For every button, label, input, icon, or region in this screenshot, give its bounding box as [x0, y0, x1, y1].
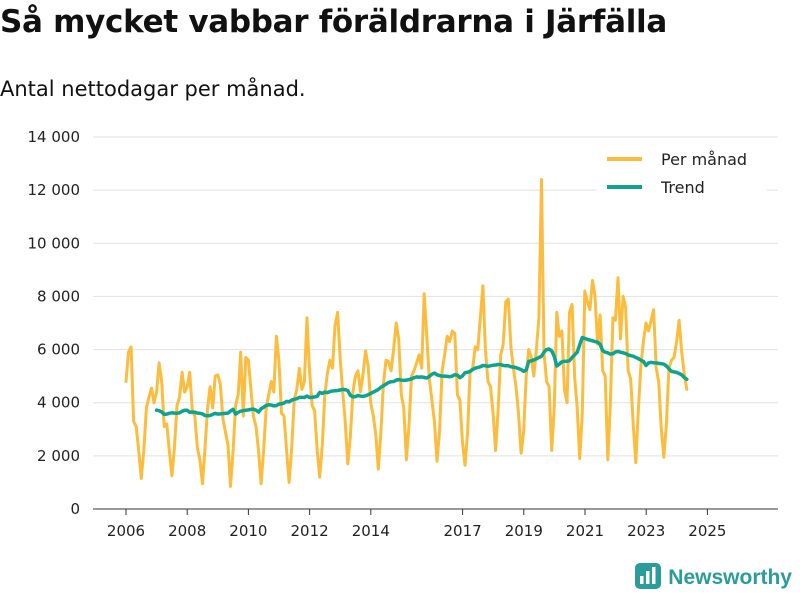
y-tick-label: 0 [70, 500, 80, 518]
legend-label-per-manad: Per månad [661, 150, 747, 169]
y-tick-label: 14 000 [28, 128, 81, 146]
x-tick-label: 2006 [107, 522, 145, 540]
y-tick-label: 12 000 [28, 181, 81, 199]
y-tick-label: 10 000 [28, 234, 81, 252]
x-tick-label: 2010 [229, 522, 267, 540]
newsworthy-logo-icon [634, 562, 662, 594]
x-tick-label: 2012 [291, 522, 329, 540]
x-tick-label: 2021 [566, 522, 604, 540]
x-tick-label: 2019 [505, 522, 543, 540]
legend: Per månad Trend [597, 145, 767, 201]
x-tick-label: 2023 [627, 522, 665, 540]
y-tick-label: 6 000 [37, 341, 80, 359]
chart-title: Så mycket vabbar föräldrarna i Järfälla [0, 4, 667, 40]
series-lines [124, 178, 689, 488]
y-tick-label: 2 000 [37, 447, 80, 465]
legend-label-trend: Trend [660, 178, 705, 197]
series-line-per-manad [124, 178, 689, 488]
x-tick-label: 2017 [444, 522, 482, 540]
x-tick-label: 2008 [168, 522, 206, 540]
legend-background [597, 145, 767, 201]
chart-subtitle: Antal nettodagar per månad. [0, 77, 306, 101]
x-tick-label: 2014 [352, 522, 390, 540]
y-tick-label: 4 000 [37, 394, 80, 412]
brand: Newsworthy [634, 562, 792, 594]
x-tick-label: 2025 [688, 522, 726, 540]
y-axis: 0 2 000 4 000 6 000 8 000 10 000 12 000 14 000 [28, 128, 81, 518]
brand-name: Newsworthy [668, 566, 792, 589]
series-line-trend [154, 335, 689, 418]
x-axis: 2006 2008 2010 2012 2014 2017 2019 2021 2023 2025 [93, 508, 778, 540]
y-tick-label: 8 000 [37, 287, 80, 305]
